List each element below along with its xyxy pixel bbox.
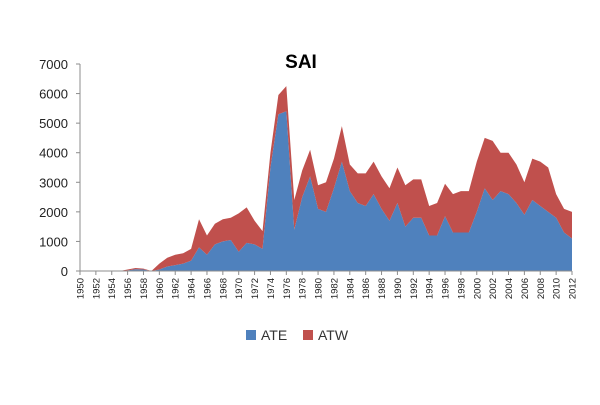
y-tick-label: 4000: [39, 146, 68, 161]
x-tick-label: 1952: [91, 278, 102, 299]
x-tick-label: 1994: [425, 278, 436, 299]
legend: ATE ATW: [246, 327, 349, 343]
x-tick-label: 1972: [250, 278, 261, 299]
x-tick-label: 2008: [536, 278, 547, 299]
y-tick-label: 0: [61, 264, 68, 279]
y-axis-ticks: 0 1000 2000 3000 4000 5000 6000 7000: [39, 57, 80, 279]
y-tick-label: 1000: [39, 234, 68, 249]
legend-swatch-atw: [303, 330, 313, 340]
x-tick-label: 2004: [504, 278, 515, 299]
x-tick-label: 1980: [314, 278, 325, 299]
x-tick-label: 1966: [202, 278, 213, 299]
plot-areas: [80, 86, 572, 272]
y-tick-label: 2000: [39, 205, 68, 220]
x-tick-label: 1964: [187, 278, 198, 299]
x-tick-label: 1950: [76, 278, 87, 299]
x-tick-label: 1982: [329, 278, 340, 299]
y-tick-label: 7000: [39, 57, 68, 72]
x-tick-label: 1986: [361, 278, 372, 299]
x-tick-label: 1996: [441, 278, 452, 299]
legend-swatch-ate: [246, 330, 256, 340]
chart-title: SAI: [285, 52, 317, 73]
x-tick-label: 1958: [139, 278, 150, 299]
x-tick-label: 2010: [552, 278, 563, 299]
x-tick-label: 1956: [123, 278, 134, 299]
x-axis-ticks: 1950 1952 1954 1956 1958 1960 1962 1964 1966 1968…: [76, 271, 579, 299]
x-tick-label: 1978: [298, 278, 309, 299]
x-tick-label: 1990: [393, 278, 404, 299]
x-tick-label: 1998: [456, 278, 467, 299]
x-tick-label: 1976: [282, 278, 293, 299]
y-tick-label: 5000: [39, 116, 68, 131]
y-tick-label: 3000: [39, 175, 68, 190]
x-tick-label: 1970: [234, 278, 245, 299]
axes: [79, 64, 572, 272]
x-tick-label: 1984: [345, 278, 356, 299]
x-tick-label: 1960: [155, 278, 166, 299]
x-tick-label: 1962: [171, 278, 182, 299]
x-tick-label: 2002: [488, 278, 499, 299]
series-area-ate: [80, 111, 572, 271]
x-tick-label: 2012: [568, 278, 579, 299]
x-tick-label: 1974: [266, 278, 277, 299]
x-tick-label: 2000: [472, 278, 483, 299]
x-tick-label: 2006: [520, 278, 531, 299]
y-tick-label: 6000: [39, 87, 68, 102]
x-tick-label: 1992: [409, 278, 420, 299]
legend-label-ate: ATE: [261, 327, 287, 343]
x-tick-label: 1988: [377, 278, 388, 299]
x-tick-label: 1968: [218, 278, 229, 299]
x-tick-label: 1954: [107, 278, 118, 299]
legend-label-atw: ATW: [318, 327, 349, 343]
series-area-atw: [80, 86, 572, 272]
